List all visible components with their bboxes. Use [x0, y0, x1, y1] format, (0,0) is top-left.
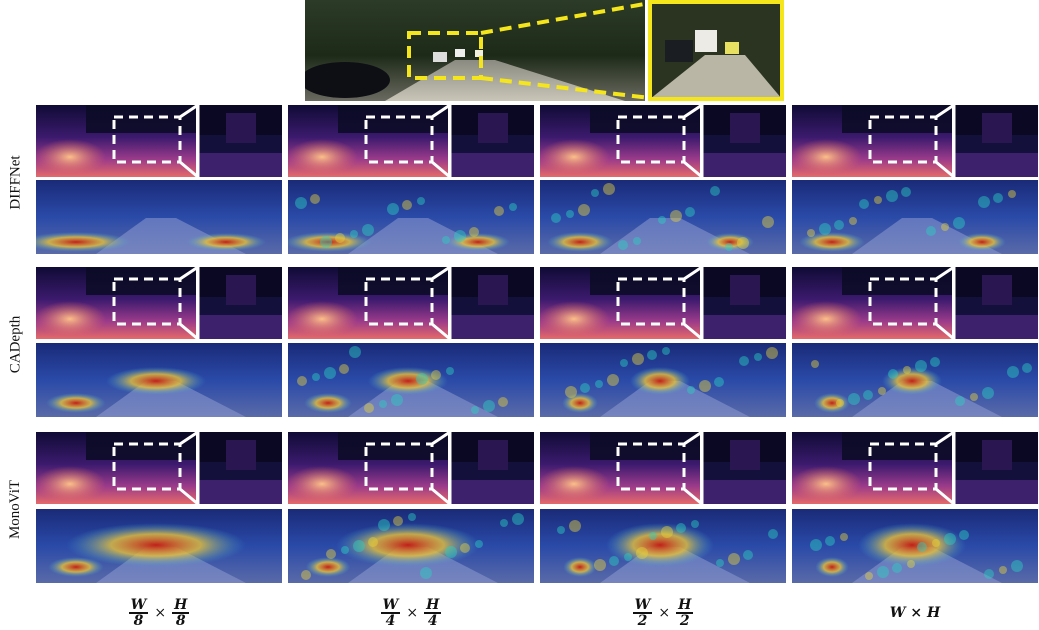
attention-heatmap-cadepth-3	[540, 343, 786, 417]
depth-map-monovit-1	[36, 432, 282, 504]
depth-map-monovit-4	[792, 432, 1038, 504]
attention-heatmap-monovit-1	[36, 509, 282, 583]
depth-map-diffnet-1	[36, 105, 282, 177]
depth-map-monovit-2	[288, 432, 534, 504]
attention-heatmap-diffnet-3	[540, 180, 786, 254]
row-label-diffnet: DIFFNet	[7, 155, 24, 210]
attention-heatmap-monovit-2	[288, 509, 534, 583]
column-label-4: W × H	[889, 605, 941, 621]
depth-map-cadepth-2	[288, 267, 534, 339]
depth-map-cadepth-3	[540, 267, 786, 339]
highlight-box	[407, 31, 483, 80]
attention-heatmap-diffnet-1	[36, 180, 282, 254]
depth-map-diffnet-4	[792, 105, 1038, 177]
depth-map-cadepth-4	[792, 267, 1038, 339]
depth-map-monovit-3	[540, 432, 786, 504]
attention-heatmap-monovit-4	[792, 509, 1038, 583]
attention-heatmap-diffnet-4	[792, 180, 1038, 254]
depth-map-cadepth-1	[36, 267, 282, 339]
attention-heatmap-cadepth-1	[36, 343, 282, 417]
depth-map-diffnet-2	[288, 105, 534, 177]
attention-heatmap-diffnet-2	[288, 180, 534, 254]
input-zoom-inset	[648, 0, 784, 101]
attention-heatmap-monovit-3	[540, 509, 786, 583]
input-image	[305, 0, 784, 101]
row-label-cadepth: CADepth	[7, 315, 24, 374]
row-label-monovit: MonoViT	[7, 479, 24, 540]
attention-heatmap-cadepth-4	[792, 343, 1038, 417]
attention-heatmap-cadepth-2	[288, 343, 534, 417]
depth-map-diffnet-3	[540, 105, 786, 177]
